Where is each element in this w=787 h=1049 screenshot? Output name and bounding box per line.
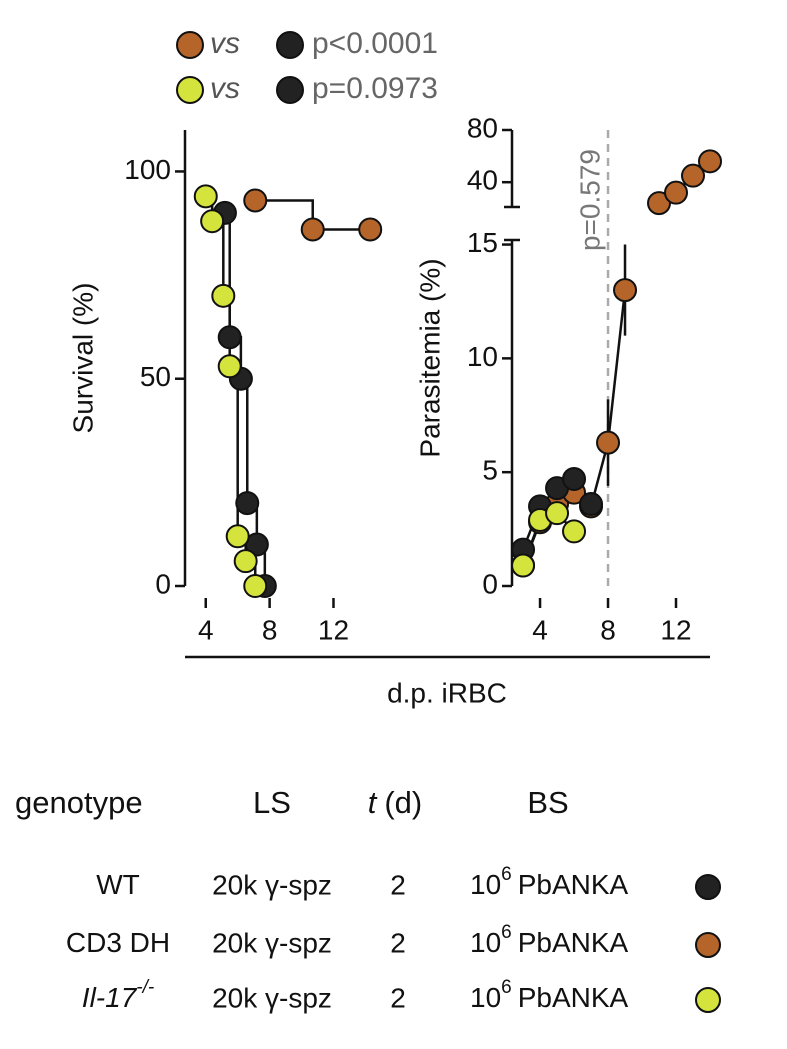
y-tick-label: 50 [140,361,171,392]
genotype-dot [695,932,721,958]
data-point [243,188,268,213]
table-header: genotype [15,785,143,820]
y-tick-label: 100 [124,154,171,185]
y-axis-label: Survival (%) [67,283,98,434]
bs-name: PbANKA [518,982,629,1013]
data-point [681,163,706,188]
bs: 106 PbANKA [470,977,629,1013]
bs-exp: 6 [501,922,512,943]
x-tick-label: 8 [262,614,278,645]
genotype: WT [96,869,140,900]
data-point [235,491,260,516]
legend-p: p=0.0973 [312,72,438,105]
genotype-name: WT [96,869,140,900]
y-tick-label: 5 [482,455,498,486]
t: 2 [390,869,406,900]
bs-name: PbANKA [518,927,629,958]
y-axis-label: Parasitemia (%) [414,258,445,457]
data-point [225,524,250,549]
data-point [233,549,258,574]
data-point [193,184,218,209]
y-tick-label: 10 [467,341,498,372]
y-tick-label: 15 [467,227,498,258]
data-point [358,217,383,242]
data-point [562,519,587,544]
y-tick-label: 40 [467,165,498,196]
y-tick-label: 0 [155,568,171,599]
data-point [647,191,672,216]
genotype-name: CD3 DH [66,927,170,958]
bs-base: 10 [470,982,501,1013]
x-axis-label: d.p. iRBC [387,677,507,708]
data-point [579,492,604,517]
data-point [217,354,242,379]
header-t-unit: (d) [384,785,422,820]
genotype-sup: -/- [136,977,154,998]
data-point [200,209,225,234]
bs-exp: 6 [501,977,512,998]
ls: 20k γ-spz [212,982,332,1013]
legend-vs: vs [210,72,240,105]
x-tick-label: 12 [660,614,691,645]
header-t: t [368,785,378,820]
t: 2 [390,927,406,958]
genotype-name: Il-17 [82,982,138,1013]
bs: 106 PbANKA [470,922,629,958]
table-header: BS [527,785,568,820]
data-point [545,501,570,526]
t: 2 [390,982,406,1013]
legend-vs: vs [210,27,240,60]
annotation: p=0.579 [574,149,605,251]
legend-dot [276,31,304,59]
survival-step [255,199,371,231]
data-point [613,278,638,303]
table-header: LS [253,785,291,820]
bs: 106 PbANKA [470,864,629,900]
y-tick-label: 0 [482,568,498,599]
data-point [698,149,722,174]
legend-dot [176,76,204,104]
legend-dot [276,76,304,104]
genotype: CD3 DH [66,927,170,958]
genotype-dot [695,987,721,1013]
ls: 20k γ-spz [212,927,332,958]
bs-base: 10 [470,869,501,900]
bs-name: PbANKA [518,869,629,900]
y-tick-label: 80 [467,112,498,143]
bs-base: 10 [470,927,501,958]
x-tick-label: 8 [600,614,616,645]
legend-p: p<0.0001 [312,27,438,60]
data-point [596,430,621,455]
bs-exp: 6 [501,864,512,885]
data-point [217,325,242,350]
table-header: t (d) [368,785,423,820]
ls: 20k γ-spz [212,869,332,900]
genotype-dot [695,874,721,900]
x-tick-label: 4 [198,614,214,645]
legend-dot [176,31,204,59]
data-point [243,574,268,598]
genotype: Il-17-/- [82,977,154,1013]
x-tick-label: 12 [318,614,349,645]
data-point [562,467,587,492]
x-tick-label: 4 [532,614,548,645]
data-point [664,180,689,205]
data-point [511,553,536,578]
data-point [300,217,325,242]
data-point [211,283,236,308]
